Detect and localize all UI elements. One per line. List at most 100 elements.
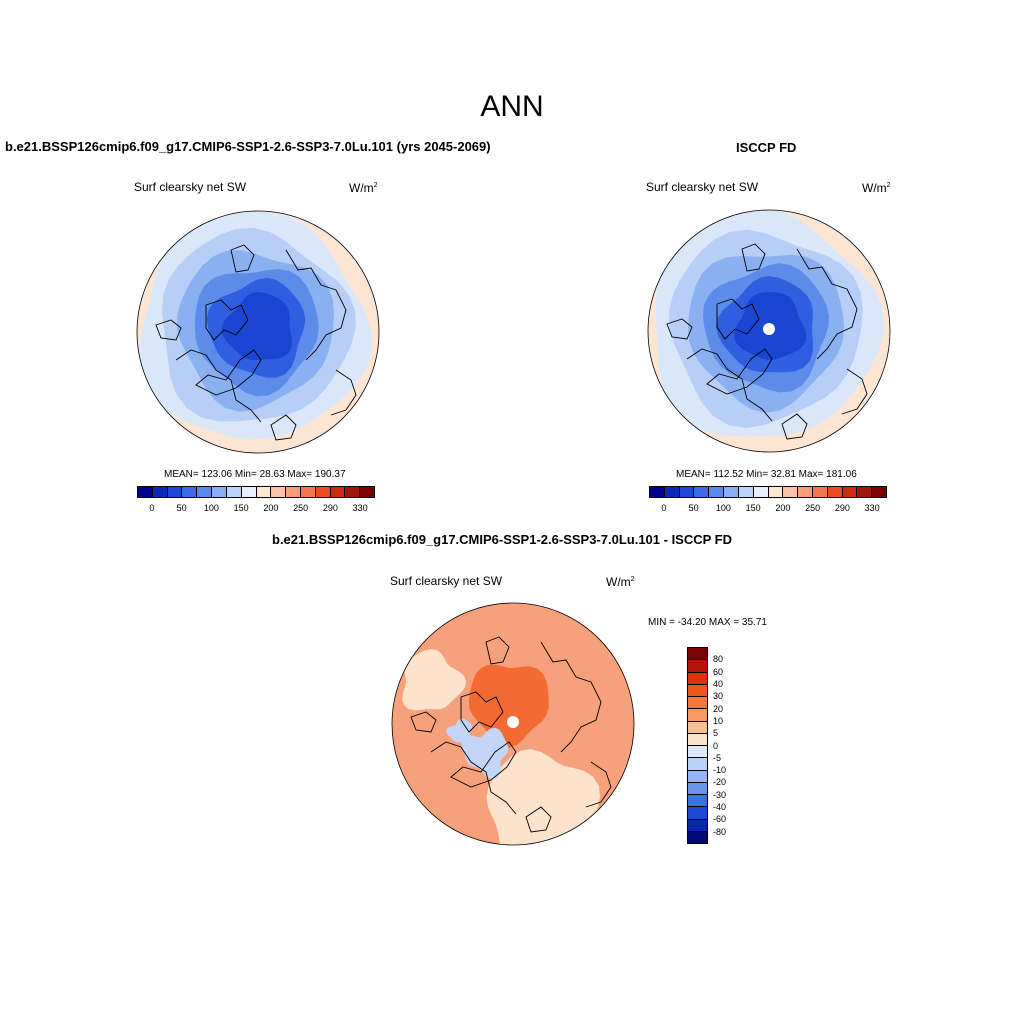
panel-1-stats: MEAN= 123.06 Min= 28.63 Max= 190.37 [164,469,346,480]
panel-1-map-svg [136,210,380,454]
pole-missing-data [507,716,519,728]
panel-2-variable-label: Surf clearsky net SW [646,180,759,194]
colorbar-box [688,746,707,759]
map-border [647,209,891,453]
colorbar-box [182,487,198,497]
panel-2-stats: MEAN= 112.52 Min= 32.81 Max= 181.06 [676,469,857,480]
colorbar-tick-label: -10 [713,765,727,776]
colorbar-box [709,487,725,497]
colorbar-box [650,487,665,497]
panel-1-polar-map [136,210,380,454]
coastline [686,348,773,422]
coastline [666,318,693,340]
coastline [175,349,262,423]
coastline [450,741,517,788]
panel-1-colorbar [137,486,375,498]
colorbar-box [738,487,754,497]
colorbar-box [783,487,799,497]
coastline [285,249,347,361]
colorbar-tick-label: -40 [713,802,727,813]
colorbar-tick-label: 50 [176,503,187,513]
panel-1-units: W/m2 [349,181,378,195]
colorbar-box [688,795,707,808]
colorbar-box [271,487,287,497]
colorbar-box [256,487,272,497]
colorbar-box [857,487,873,497]
colorbar-tick-label: 0 [149,503,155,513]
coastline [540,641,602,753]
colorbar-box [197,487,213,497]
panel-3-polar-map [391,602,635,846]
colorbar-tick-label: 20 [713,703,724,714]
coastline [796,248,858,360]
colorbar-box [345,487,361,497]
coastline [270,414,297,441]
colorbar-box [226,487,242,497]
coastline [525,806,552,833]
colorbar-tick-label: 200 [263,503,279,513]
colorbar-box [872,487,886,497]
colorbar-box [138,487,153,497]
colorbar-tick-label: 100 [203,503,219,513]
panel-3-units: W/m2 [606,575,635,589]
colorbar-box [679,487,695,497]
colorbar-box [315,487,331,497]
colorbar-box [842,487,858,497]
colorbar-tick-label: 80 [713,654,724,665]
panel-2-units: W/m2 [862,181,891,195]
colorbar-box [688,709,707,722]
coastline [460,691,504,733]
colorbar-box [812,487,828,497]
colorbar-box [798,487,813,497]
panel-1-title: b.e21.BSSP126cmip6.f09_g17.CMIP6-SSP1-2.… [5,139,491,154]
colorbar-box [688,807,707,820]
coastline [330,369,357,416]
coastline [205,299,249,341]
colorbar-tick-label: 0 [713,740,719,751]
colorbar-box [694,487,710,497]
colorbar-box [688,721,707,734]
colorbar-tick-label: -30 [713,789,727,800]
colorbar-box [152,487,168,497]
panel-1-variable-label: Surf clearsky net SW [134,180,247,194]
coastline [585,761,612,808]
coastline [716,298,760,340]
panel-2-colorbar [649,486,887,498]
figure-title: ANN [480,90,544,123]
colorbar-box [688,684,707,697]
colorbar-box [688,733,707,746]
colorbar-box [688,770,707,783]
colorbar-tick-label: 100 [715,503,731,513]
panel-3-variable-label: Surf clearsky net SW [390,574,503,588]
colorbar-box [688,782,707,795]
colorbar-tick-label: 250 [805,503,821,513]
colorbar-box [768,487,784,497]
panel-2-polar-map [647,209,891,453]
shaded-contour-band [221,292,292,361]
coastline [430,741,517,815]
panel-2-map-svg [647,209,891,453]
colorbar-box [688,819,707,832]
colorbar-box [330,487,346,497]
colorbar-box [688,831,707,843]
colorbar-box [286,487,301,497]
coastline [485,636,510,665]
map-border [136,210,380,454]
coastline [195,349,262,396]
coastline [155,319,182,341]
colorbar-box [300,487,316,497]
colorbar-tick-label: 50 [688,503,699,513]
colorbar-tick-label: 330 [864,503,880,513]
pole-missing-data [763,323,775,335]
coastline [706,348,773,395]
colorbar-tick-label: -20 [713,777,727,788]
panel-3-title: b.e21.BSSP126cmip6.f09_g17.CMIP6-SSP1-2.… [272,532,733,547]
colorbar-tick-label: 30 [713,691,724,702]
colorbar-tick-label: -5 [713,752,722,763]
map-border [391,602,635,846]
colorbar-box [688,648,707,661]
colorbar-box [688,660,707,673]
colorbar-box [167,487,183,497]
colorbar-tick-label: 290 [834,503,850,513]
colorbar-tick-label: -60 [713,814,727,825]
